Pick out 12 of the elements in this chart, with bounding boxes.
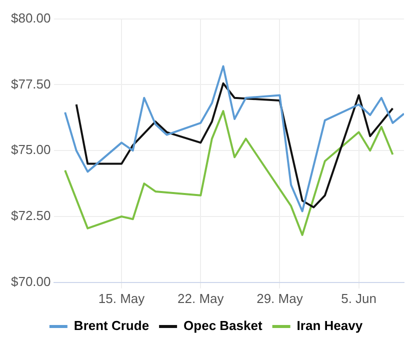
y-tick-label: $72.50 (10, 208, 51, 224)
legend-label: Brent Crude (74, 318, 150, 334)
legend-label: Opec Basket (184, 318, 263, 334)
y-tick-label: $75.00 (10, 142, 51, 158)
x-tick-label: 29. May (256, 290, 304, 306)
x-tick-label: 5. Jun (341, 290, 377, 306)
x-tick-label: 15. May (98, 290, 146, 306)
x-tick-label: 22. May (178, 290, 224, 306)
y-tick-label: $77.50 (10, 76, 51, 92)
y-tick-label: $70.00 (10, 274, 51, 289)
y-tick-label: $80.00 (10, 10, 51, 26)
legend-label: Iran Heavy (296, 318, 364, 334)
